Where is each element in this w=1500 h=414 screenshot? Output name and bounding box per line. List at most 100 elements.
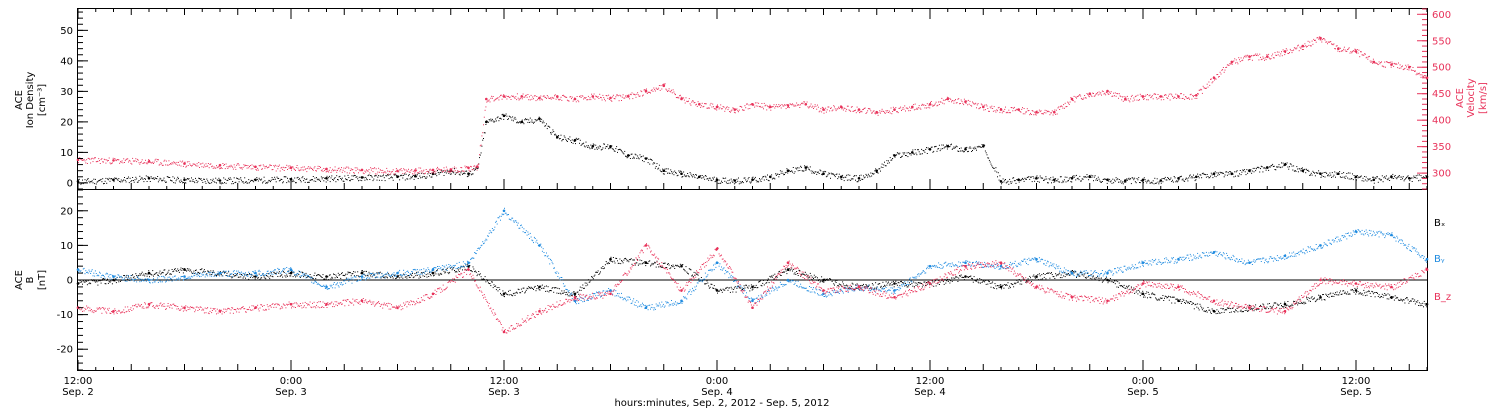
- noise-point: [1354, 175, 1355, 176]
- noise-point: [679, 172, 680, 173]
- noise-point: [348, 167, 349, 168]
- noise-point: [1358, 53, 1359, 54]
- noise-point: [1417, 178, 1418, 179]
- noise-point: [946, 280, 947, 281]
- noise-point: [527, 288, 528, 289]
- noise-point: [832, 281, 833, 282]
- noise-point: [1157, 178, 1158, 179]
- noise-point: [834, 285, 835, 286]
- noise-point: [984, 105, 985, 106]
- noise-point: [569, 136, 570, 137]
- noise-point: [1066, 181, 1067, 182]
- noise-point: [135, 158, 136, 159]
- noise-point: [602, 268, 603, 269]
- noise-point: [1065, 103, 1066, 104]
- noise-point: [386, 168, 387, 169]
- noise-point: [1045, 179, 1046, 180]
- noise-point: [1079, 276, 1080, 277]
- noise-point: [899, 108, 900, 109]
- noise-point: [950, 280, 951, 281]
- noise-point: [806, 103, 807, 104]
- noise-point: [1281, 51, 1282, 52]
- noise-point: [429, 175, 430, 176]
- noise-point: [469, 175, 470, 176]
- noise-point: [1116, 96, 1117, 97]
- noise-point: [667, 264, 668, 265]
- noise-point: [1183, 94, 1184, 95]
- noise-point: [1041, 274, 1042, 275]
- noise-point: [347, 179, 348, 180]
- noise-point: [533, 123, 534, 124]
- noise-point: [945, 100, 946, 101]
- noise-point: [834, 106, 835, 107]
- noise-point: [1089, 96, 1090, 97]
- noise-point: [1367, 59, 1368, 60]
- noise-point: [1259, 54, 1260, 55]
- noise-point: [308, 182, 309, 183]
- noise-point: [187, 268, 188, 269]
- noise-point: [243, 164, 244, 165]
- noise-point: [1140, 94, 1141, 95]
- noise-point: [1245, 310, 1246, 311]
- noise-point: [116, 160, 117, 161]
- noise-point: [900, 107, 901, 108]
- noise-point: [280, 180, 281, 181]
- noise-point: [903, 154, 904, 155]
- noise-point: [933, 286, 934, 287]
- noise-point: [505, 97, 506, 98]
- noise-point: [480, 273, 481, 274]
- noise-point: [700, 175, 701, 176]
- noise-point: [1008, 288, 1009, 289]
- noise-point: [607, 146, 608, 147]
- noise-point: [1401, 177, 1402, 178]
- noise-point: [907, 108, 908, 109]
- noise-point: [723, 106, 724, 107]
- noise-point: [1044, 180, 1045, 181]
- noise-point: [734, 287, 735, 288]
- noise-point: [278, 166, 279, 167]
- noise-point: [405, 180, 406, 181]
- noise-point: [452, 269, 453, 270]
- noise-point: [627, 157, 628, 158]
- noise-point: [831, 173, 832, 174]
- noise-point: [709, 108, 710, 109]
- noise-point: [336, 172, 337, 173]
- noise-point: [305, 169, 306, 170]
- noise-point: [1138, 177, 1139, 178]
- noise-point: [1325, 40, 1326, 41]
- noise-point: [247, 274, 248, 275]
- noise-point: [445, 170, 446, 171]
- noise-point: [1095, 279, 1096, 280]
- noise-point: [1023, 113, 1024, 114]
- noise-point: [576, 101, 577, 102]
- noise-point: [811, 173, 812, 174]
- noise-point: [841, 179, 842, 180]
- noise-point: [835, 281, 836, 282]
- noise-point: [1246, 55, 1247, 56]
- noise-point: [471, 166, 472, 167]
- noise-point: [1326, 41, 1327, 42]
- noise-point: [216, 182, 217, 183]
- noise-point: [834, 175, 835, 176]
- noise-point: [1349, 47, 1350, 48]
- noise-point: [1033, 275, 1034, 276]
- noise-point: [565, 139, 566, 140]
- noise-point: [883, 111, 884, 112]
- noise-point: [528, 99, 529, 100]
- noise-point: [448, 273, 449, 274]
- noise-point: [1365, 179, 1366, 180]
- noise-point: [1275, 52, 1276, 53]
- noise-point: [1391, 67, 1392, 68]
- noise-point: [1184, 302, 1185, 303]
- noise-point: [891, 159, 892, 160]
- noise-point: [892, 158, 893, 159]
- noise-point: [409, 174, 410, 175]
- noise-point: [1147, 94, 1148, 95]
- noise-point: [1279, 164, 1280, 165]
- noise-point: [378, 168, 379, 169]
- noise-point: [186, 271, 187, 272]
- noise-point: [546, 286, 547, 287]
- noise-point: [1246, 308, 1247, 309]
- noise-point: [999, 107, 1000, 108]
- noise-point: [687, 273, 688, 274]
